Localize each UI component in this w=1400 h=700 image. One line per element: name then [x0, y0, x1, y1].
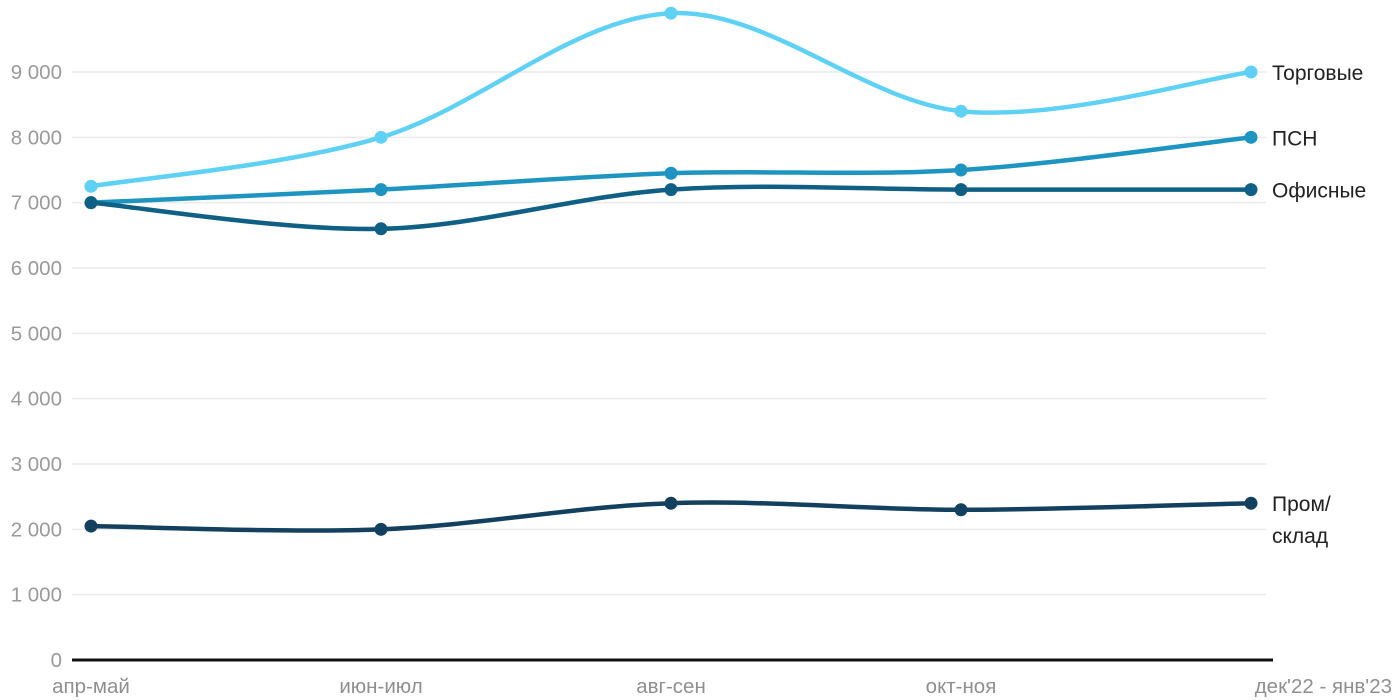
- data-point-dot: [1244, 496, 1258, 510]
- data-point-dot: [1244, 65, 1258, 79]
- x-axis-tick-label: июн-июл: [339, 675, 422, 698]
- data-point-dot: [954, 163, 968, 177]
- y-axis-tick-label: 9 000: [11, 61, 62, 84]
- y-axis-tick-label: 2 000: [11, 518, 62, 541]
- data-point-dot: [84, 179, 98, 193]
- y-axis-tick-label: 7 000: [11, 192, 62, 215]
- data-point-dot: [374, 522, 388, 536]
- data-point-dot: [374, 183, 388, 197]
- y-axis-tick-label: 5 000: [11, 322, 62, 345]
- y-axis-tick-label: 4 000: [11, 388, 62, 411]
- data-point-dot: [954, 104, 968, 118]
- series-label: Пром/склад: [1272, 493, 1331, 548]
- x-axis-tick-label: дек'22 - янв'23: [1255, 675, 1392, 698]
- series-label: Торговые: [1272, 62, 1363, 85]
- y-axis-tick-label: 6 000: [11, 257, 62, 280]
- data-point-dot: [664, 496, 678, 510]
- data-point-dot: [954, 183, 968, 197]
- y-axis-tick-label: 0: [51, 649, 62, 672]
- series-label: ПСН: [1272, 127, 1317, 150]
- data-point-dot: [374, 222, 388, 236]
- x-axis-tick-label: окт-ноя: [926, 675, 997, 698]
- data-point-dot: [664, 6, 678, 20]
- data-point-dot: [664, 183, 678, 197]
- data-point-dot: [84, 196, 98, 210]
- x-axis-tick-label: апр-май: [52, 675, 130, 698]
- data-point-dot: [1244, 130, 1258, 144]
- data-point-dot: [664, 166, 678, 180]
- series-label: Офисные: [1272, 180, 1366, 203]
- x-axis-tick-label: авг-сен: [636, 675, 706, 698]
- y-axis-tick-label: 1 000: [11, 584, 62, 607]
- y-axis-tick-label: 3 000: [11, 453, 62, 476]
- data-point-dot: [1244, 183, 1258, 197]
- y-axis-tick-label: 8 000: [11, 126, 62, 149]
- data-point-dot: [954, 503, 968, 517]
- data-point-dot: [84, 519, 98, 533]
- data-point-dot: [374, 130, 388, 144]
